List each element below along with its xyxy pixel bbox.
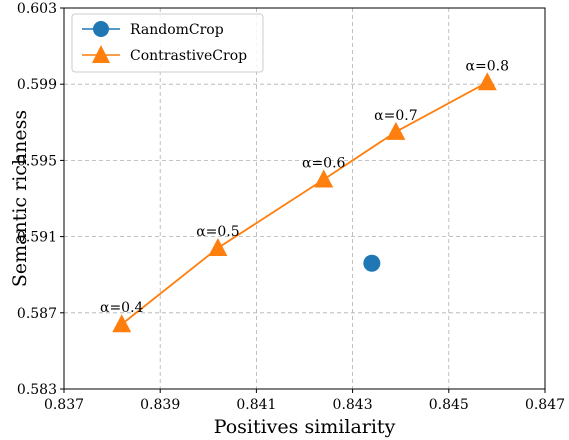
legend-randomcrop-label: RandomCrop [130,22,224,38]
data-point-1-0 [112,314,132,333]
legend-randomcrop-marker [93,21,109,37]
point-annotation: α=0.5 [196,224,239,240]
y-axis-title: Semantic richness [9,110,31,287]
y-tick-label: 0.591 [17,230,57,246]
legend-contrastivecrop-marker [92,45,110,63]
series-layer: α=0.4 α=0.5 α=0.6 α=0.7 α=0.8 [100,58,509,333]
point-annotation: α=0.8 [466,58,509,74]
y-tick-label: 0.583 [17,382,57,398]
data-point-0-0 [363,254,381,272]
y-tick-label: 0.603 [17,1,57,17]
series-line-1 [121,81,488,325]
ticks: 0.837 0.839 0.841 0.843 0.845 0.847 0.583 0.587… [17,1,565,413]
data-point-1-1 [208,238,228,257]
data-point-1-3 [386,121,406,140]
point-annotation: α=0.7 [374,108,417,124]
x-tick-label: 0.843 [333,397,373,413]
x-tick-label: 0.845 [429,397,469,413]
x-axis-title: Positives similarity [214,416,396,438]
y-tick-label: 0.599 [17,77,57,93]
x-tick-label: 0.839 [140,397,180,413]
y-tick-label: 0.595 [17,153,57,169]
x-tick-label: 0.841 [236,397,276,413]
data-point-1-2 [314,169,334,188]
legend-contrastivecrop-label: ContrastiveCrop [130,48,247,64]
y-tick-label: 0.587 [17,306,57,322]
point-annotation: α=0.6 [302,155,346,171]
legend: RandomCrop ContrastiveCrop [71,13,264,73]
x-tick-label: 0.847 [525,397,565,413]
data-point-1-4 [477,72,497,91]
plot-frame [63,7,546,390]
point-annotation: α=0.4 [100,300,144,316]
x-tick-label: 0.837 [44,397,84,413]
